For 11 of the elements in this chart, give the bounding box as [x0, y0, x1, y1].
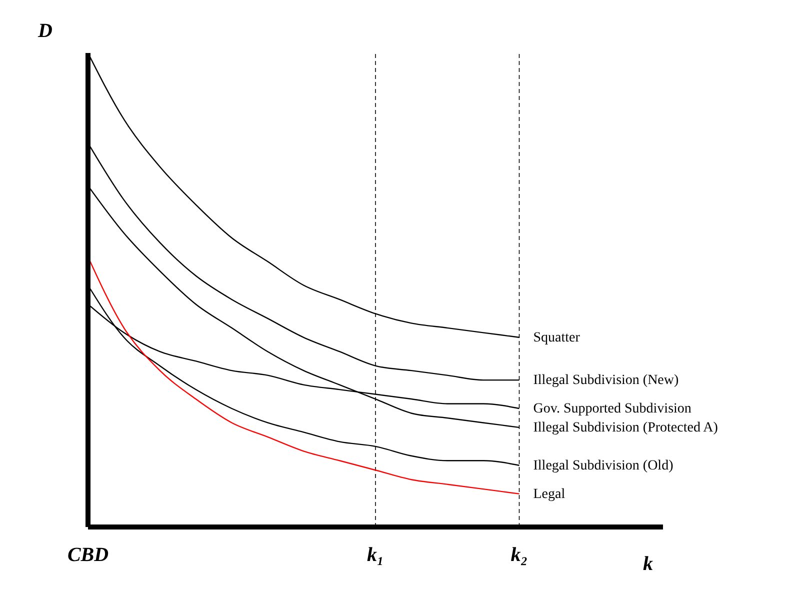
series-label: Illegal Subdivision (New): [533, 373, 680, 388]
x-tick-label: k₂: [510, 544, 528, 566]
x-axis-title: k: [643, 553, 653, 575]
x-tick-label: CBD: [67, 544, 109, 566]
series-label: Legal: [533, 486, 566, 502]
series-label: Gov. Supported Subdivision: [533, 402, 692, 416]
series-label: Squatter: [533, 330, 580, 346]
series-label: Illegal Subdivision (Protected A): [533, 420, 718, 436]
series-label: Illegal Subdivision (Old): [533, 458, 674, 474]
x-tick-label: k₁: [367, 544, 384, 566]
y-axis-title: D: [37, 20, 52, 42]
